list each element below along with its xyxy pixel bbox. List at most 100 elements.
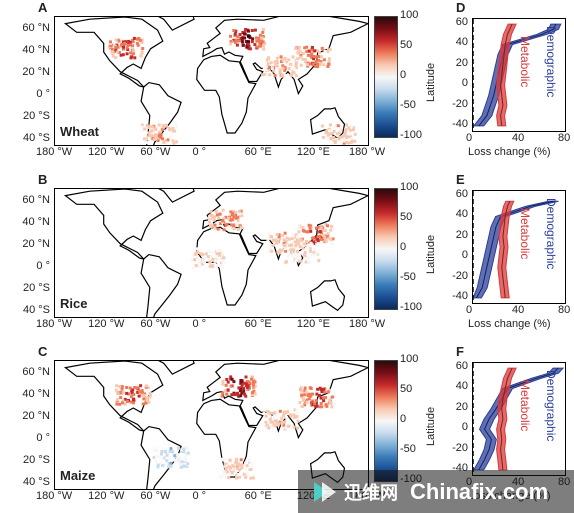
lat-tick: 40 °N bbox=[22, 388, 50, 400]
hotspot-3 bbox=[261, 55, 298, 78]
colorbar-tick: 50 bbox=[400, 383, 413, 395]
grid-cell bbox=[350, 137, 354, 140]
grid-cell bbox=[233, 393, 236, 396]
grid-cell bbox=[147, 131, 151, 135]
grid-cell bbox=[111, 52, 115, 56]
grid-cell bbox=[309, 241, 313, 245]
grid-cell bbox=[200, 259, 204, 263]
lon-tick: 180 °W bbox=[349, 146, 386, 158]
grid-cell bbox=[223, 389, 227, 393]
grid-cell bbox=[284, 426, 288, 430]
grid-cell bbox=[229, 466, 232, 470]
grid-cell bbox=[227, 216, 230, 220]
grid-cell bbox=[159, 130, 163, 134]
grid-cell bbox=[327, 60, 331, 64]
grid-cell bbox=[311, 392, 314, 396]
grid-cell bbox=[248, 47, 252, 51]
grid-cell bbox=[165, 453, 169, 457]
grid-cell bbox=[327, 388, 331, 392]
grid-cell bbox=[292, 248, 296, 252]
grid-cell bbox=[180, 462, 184, 466]
grid-cell bbox=[291, 254, 295, 258]
grid-cell bbox=[235, 216, 238, 220]
grid-cell bbox=[231, 211, 234, 215]
grid-cell bbox=[115, 43, 119, 47]
world-map-wheat bbox=[54, 16, 369, 146]
grid-cell bbox=[333, 141, 337, 144]
grid-cell bbox=[265, 73, 269, 77]
grid-cell bbox=[268, 423, 272, 427]
grid-cell bbox=[331, 141, 335, 145]
grid-cell bbox=[349, 125, 353, 128]
grid-cell bbox=[117, 385, 121, 388]
grid-cell bbox=[208, 217, 212, 221]
grid-cell bbox=[308, 392, 312, 396]
grid-cell bbox=[250, 377, 253, 381]
grid-cell bbox=[267, 232, 271, 236]
grid-cell bbox=[227, 465, 231, 469]
x-axis-title: Loss change (%) bbox=[468, 318, 551, 330]
grid-cell bbox=[148, 391, 152, 395]
grid-cell bbox=[278, 251, 282, 255]
grid-cell bbox=[284, 243, 288, 247]
grid-cell bbox=[280, 420, 284, 424]
grid-cell bbox=[301, 405, 305, 408]
grid-cell bbox=[289, 248, 293, 252]
grid-cell bbox=[147, 400, 151, 404]
grid-cell bbox=[197, 259, 201, 263]
grid-cell bbox=[220, 394, 224, 398]
grid-cell bbox=[209, 223, 212, 227]
grid-cell bbox=[270, 249, 274, 253]
grid-cell bbox=[199, 252, 203, 256]
grid-cell bbox=[224, 475, 228, 479]
grid-cell bbox=[161, 137, 164, 141]
grid-cell bbox=[290, 243, 293, 247]
grid-cell bbox=[140, 41, 144, 44]
grid-cell bbox=[273, 424, 277, 428]
grid-cell bbox=[301, 246, 305, 250]
grid-cell bbox=[145, 396, 149, 400]
grid-cell bbox=[277, 233, 281, 237]
grid-cell bbox=[141, 54, 145, 58]
grid-cell bbox=[325, 128, 329, 132]
grid-cell bbox=[284, 249, 288, 253]
grid-cell bbox=[261, 28, 265, 31]
grid-cell bbox=[129, 395, 133, 399]
grid-cell bbox=[287, 253, 291, 257]
grid-cell bbox=[318, 405, 322, 409]
grid-cell bbox=[322, 235, 326, 239]
grid-cell bbox=[291, 233, 295, 236]
grid-cell bbox=[299, 54, 303, 57]
grid-cell bbox=[317, 259, 321, 263]
loss-profile-wheat bbox=[472, 18, 566, 132]
grid-cell bbox=[163, 129, 167, 133]
grid-cell bbox=[275, 64, 279, 68]
grid-cell bbox=[240, 214, 244, 218]
grid-cell bbox=[140, 38, 144, 42]
grid-cell bbox=[209, 213, 213, 217]
line-demographic bbox=[475, 200, 554, 299]
grid-cell bbox=[224, 215, 228, 219]
lon-tick: 60 °W bbox=[140, 318, 171, 330]
grid-cell bbox=[193, 258, 197, 262]
y-tick: 0 bbox=[461, 77, 468, 90]
grid-cell bbox=[139, 384, 143, 388]
grid-cell bbox=[336, 124, 340, 128]
grid-cell bbox=[213, 259, 217, 263]
y-tick: 60 bbox=[455, 188, 468, 201]
grid-cell bbox=[258, 33, 262, 37]
grid-cell bbox=[261, 35, 265, 38]
grid-cell bbox=[138, 38, 142, 42]
hotspot-0 bbox=[107, 36, 145, 60]
series-label-metabolic: Metabolic bbox=[518, 208, 532, 260]
grid-cell bbox=[294, 46, 298, 50]
grid-cell bbox=[212, 218, 216, 222]
grid-cell bbox=[231, 218, 235, 222]
grid-cell bbox=[186, 451, 190, 455]
grid-cell bbox=[246, 34, 250, 38]
grid-cell bbox=[303, 389, 307, 393]
grid-cell bbox=[242, 30, 246, 34]
grid-cell bbox=[166, 138, 170, 142]
grid-cell bbox=[312, 240, 316, 244]
grid-cell bbox=[261, 40, 265, 44]
